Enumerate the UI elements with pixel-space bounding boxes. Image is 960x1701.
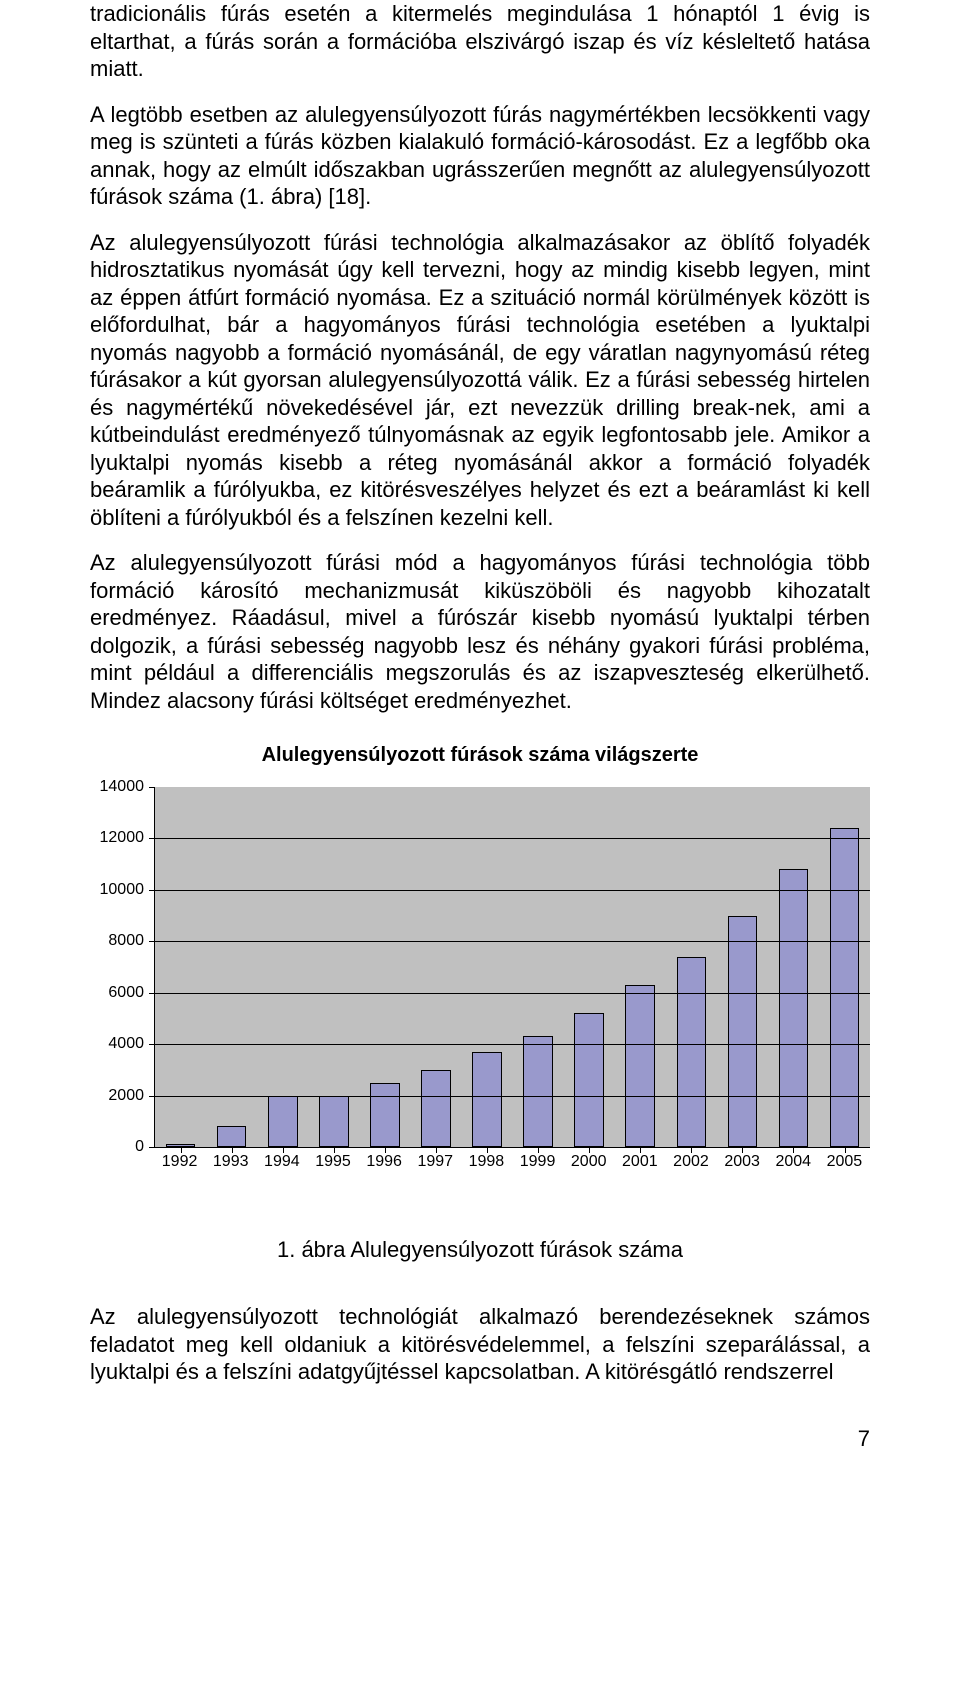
x-tick-label: 2004 [768,1153,819,1171]
bar [779,869,809,1147]
x-tick-label: 2005 [819,1153,870,1171]
y-tick [149,993,155,994]
y-tick [149,941,155,942]
y-tick-label: 14000 [100,778,145,796]
bar [268,1096,298,1147]
paragraph-4: Az alulegyensúlyozott fúrási mód a hagyo… [90,549,870,714]
gridline [155,838,870,839]
x-tick-label: 2002 [665,1153,716,1171]
y-tick [149,838,155,839]
y-tick [149,1147,155,1148]
x-tick-label: 1995 [307,1153,358,1171]
bar [472,1052,502,1147]
x-tick-label: 1999 [512,1153,563,1171]
paragraph-3: Az alulegyensúlyozott fúrási technológia… [90,229,870,532]
gridline [155,941,870,942]
figure-caption: 1. ábra Alulegyensúlyozott fúrások száma [90,1237,870,1263]
y-tick-label: 2000 [108,1087,144,1105]
bar-slot [819,787,870,1147]
bar-slot [513,787,564,1147]
bar [421,1070,451,1147]
bar-slot [768,787,819,1147]
y-tick-label: 6000 [108,984,144,1002]
page-number: 7 [90,1426,870,1452]
x-tick-label: 1994 [256,1153,307,1171]
bar [574,1013,604,1147]
paragraph-1: tradicionális fúrás esetén a kitermelés … [90,0,870,83]
y-tick [149,787,155,788]
bar-slot [615,787,666,1147]
y-tick-label: 0 [135,1138,144,1156]
y-tick [149,1096,155,1097]
gridline [155,890,870,891]
bar-slot [410,787,461,1147]
bar-slot [359,787,410,1147]
x-tick-label: 1993 [205,1153,256,1171]
x-tick-label: 2000 [563,1153,614,1171]
x-tick-label: 1998 [461,1153,512,1171]
y-tick-label: 8000 [108,932,144,950]
paragraph-5: Az alulegyensúlyozott technológiát alkal… [90,1303,870,1386]
y-tick-label: 12000 [100,829,145,847]
bar-chart: 02000400060008000100001200014000 1992199… [90,787,870,1207]
x-tick-label: 1996 [359,1153,410,1171]
gridline [155,1044,870,1045]
y-tick [149,890,155,891]
bar [217,1126,247,1147]
chart-title: Alulegyensúlyozott fúrások száma világsz… [90,744,870,767]
x-tick-label: 2003 [717,1153,768,1171]
y-axis-labels: 02000400060008000100001200014000 [90,787,150,1147]
bar [523,1036,553,1147]
plot-area [154,787,870,1148]
paragraph-2: A legtöbb esetben az alulegyensúlyozott … [90,101,870,211]
bar-slot [308,787,359,1147]
bar [830,828,860,1147]
bar [370,1083,400,1147]
bar-slot [206,787,257,1147]
y-tick-label: 4000 [108,1035,144,1053]
bar-slot [257,787,308,1147]
y-tick [149,1044,155,1045]
y-tick-label: 10000 [100,881,145,899]
bars-container [155,787,870,1147]
bar [625,985,655,1147]
x-tick-label: 2001 [614,1153,665,1171]
bar [677,957,707,1147]
bar-slot [666,787,717,1147]
bar [319,1096,349,1147]
gridline [155,1096,870,1097]
bar-slot [461,787,512,1147]
bar-slot [717,787,768,1147]
x-axis-labels: 1992199319941995199619971998199920002001… [154,1153,870,1171]
bar [728,916,758,1147]
bar-slot [155,787,206,1147]
x-tick-label: 1992 [154,1153,205,1171]
bar-slot [564,787,615,1147]
x-tick-label: 1997 [410,1153,461,1171]
gridline [155,993,870,994]
